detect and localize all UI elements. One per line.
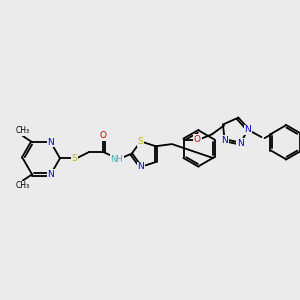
Text: N: N	[47, 138, 54, 147]
Text: O: O	[100, 131, 107, 140]
Text: CH₃: CH₃	[16, 126, 30, 135]
Text: N: N	[47, 170, 54, 179]
Text: N: N	[221, 136, 228, 145]
Text: O: O	[194, 135, 201, 144]
Text: N: N	[244, 125, 251, 134]
Text: CH₃: CH₃	[16, 181, 30, 190]
Text: N: N	[237, 139, 244, 148]
Text: N: N	[137, 162, 144, 171]
Text: S: S	[72, 154, 77, 163]
Text: S: S	[138, 137, 143, 146]
Text: H: H	[115, 154, 121, 163]
Text: NH: NH	[110, 155, 123, 164]
